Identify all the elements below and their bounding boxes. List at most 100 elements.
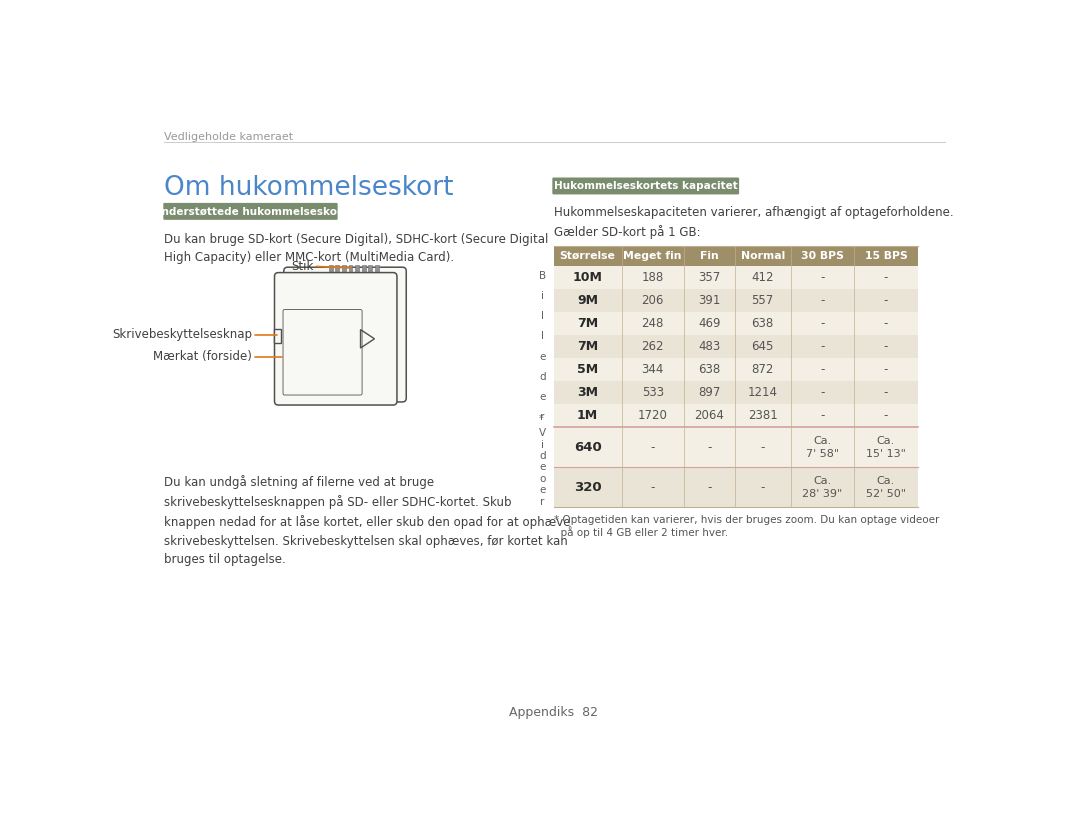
Text: 2064: 2064	[694, 409, 725, 422]
Text: på op til 4 GB eller 2 timer hver.: på op til 4 GB eller 2 timer hver.	[554, 526, 728, 538]
Bar	[554, 335, 918, 358]
Text: Om hukommelseskort: Om hukommelseskort	[164, 174, 454, 200]
Text: 320: 320	[573, 481, 602, 494]
Text: Du kan undgå sletning af filerne ved at bruge
skrivebeskyttelsesknappen på SD- e: Du kan undgå sletning af filerne ved at …	[164, 475, 571, 566]
Bar	[554, 312, 918, 335]
Text: * Optagetiden kan varierer, hvis der bruges zoom. Du kan optage videoer: * Optagetiden kan varierer, hvis der bru…	[554, 515, 939, 525]
Text: 15 BPS: 15 BPS	[865, 251, 907, 261]
Text: -: -	[820, 386, 825, 399]
Bar	[554, 358, 918, 381]
Text: 15' 13": 15' 13"	[866, 449, 906, 459]
Text: -: -	[883, 386, 888, 399]
Bar	[554, 467, 918, 508]
Text: o: o	[540, 474, 545, 484]
Text: -: -	[883, 340, 888, 353]
Bar	[854, 245, 918, 266]
Bar	[349, 265, 352, 280]
Text: 897: 897	[698, 386, 720, 399]
Bar	[368, 265, 373, 280]
Text: -: -	[707, 441, 712, 454]
Text: 1214: 1214	[747, 386, 778, 399]
Text: *: *	[539, 414, 543, 425]
Text: e: e	[540, 485, 545, 496]
Text: Vedligeholde kameraet: Vedligeholde kameraet	[164, 132, 294, 142]
Text: r: r	[540, 496, 544, 507]
Text: 357: 357	[698, 271, 720, 284]
Bar	[342, 265, 346, 280]
Text: e: e	[540, 351, 545, 362]
Text: -: -	[650, 441, 654, 454]
Bar	[355, 265, 359, 280]
Text: -: -	[707, 481, 712, 494]
Text: Ca.: Ca.	[877, 436, 895, 446]
Text: Skrivebeskyttelsesknap: Skrivebeskyttelsesknap	[112, 328, 252, 341]
FancyBboxPatch shape	[284, 267, 406, 402]
Text: -: -	[820, 340, 825, 353]
Text: i: i	[541, 291, 544, 301]
Text: 557: 557	[752, 294, 774, 306]
Text: 9M: 9M	[577, 294, 598, 306]
Bar	[554, 427, 918, 467]
Text: 7' 58": 7' 58"	[806, 449, 839, 459]
Bar	[554, 289, 918, 312]
Bar	[554, 266, 918, 289]
Bar	[554, 404, 918, 427]
Text: Ca.: Ca.	[877, 476, 895, 486]
Bar	[554, 245, 622, 266]
Bar	[362, 265, 365, 280]
Text: -: -	[650, 481, 654, 494]
Text: -: -	[883, 409, 888, 422]
Text: 640: 640	[573, 441, 602, 454]
Text: 645: 645	[752, 340, 774, 353]
Text: 52' 50": 52' 50"	[866, 489, 906, 499]
Text: Ca.: Ca.	[813, 436, 832, 446]
Text: Størrelse: Størrelse	[559, 251, 616, 261]
Text: Understøttede hukommelseskort: Understøttede hukommelseskort	[153, 206, 348, 216]
Bar	[335, 265, 339, 280]
Text: 5M: 5M	[577, 363, 598, 376]
Text: -: -	[820, 294, 825, 306]
Text: -: -	[820, 409, 825, 422]
Text: 1720: 1720	[638, 409, 667, 422]
Text: 10M: 10M	[572, 271, 603, 284]
Text: d: d	[539, 372, 546, 382]
Text: 30 BPS: 30 BPS	[801, 251, 843, 261]
Text: 2381: 2381	[747, 409, 778, 422]
Text: -: -	[760, 441, 765, 454]
Text: 7M: 7M	[577, 317, 598, 330]
Text: 469: 469	[698, 317, 720, 330]
Text: 483: 483	[698, 340, 720, 353]
Text: Du kan bruge SD-kort (Secure Digital), SDHC-kort (Secure Digital
High Capacity) : Du kan bruge SD-kort (Secure Digital), S…	[164, 232, 549, 264]
Text: e: e	[540, 392, 545, 402]
Text: Mærkat (forside): Mærkat (forside)	[153, 350, 252, 363]
Text: 638: 638	[698, 363, 720, 376]
Text: l: l	[541, 311, 544, 321]
Text: 248: 248	[642, 317, 664, 330]
Bar	[791, 245, 854, 266]
Text: Ca.: Ca.	[813, 476, 832, 486]
Text: 872: 872	[752, 363, 774, 376]
FancyBboxPatch shape	[274, 272, 397, 405]
Text: l: l	[541, 332, 544, 341]
Text: 188: 188	[642, 271, 664, 284]
Text: Meget fin: Meget fin	[623, 251, 681, 261]
Text: -: -	[820, 271, 825, 284]
Text: -: -	[883, 363, 888, 376]
Text: 206: 206	[642, 294, 664, 306]
Text: Appendiks  82: Appendiks 82	[509, 706, 598, 719]
Text: 262: 262	[642, 340, 664, 353]
Text: i: i	[541, 439, 544, 450]
Text: -: -	[883, 317, 888, 330]
Bar	[554, 381, 918, 404]
Text: B: B	[539, 271, 546, 280]
Bar	[328, 265, 333, 280]
Text: Hukommelseskortets kapacitet: Hukommelseskortets kapacitet	[554, 181, 738, 191]
Text: 638: 638	[752, 317, 774, 330]
Text: Normal: Normal	[741, 251, 785, 261]
Text: -: -	[883, 271, 888, 284]
Text: 533: 533	[642, 386, 664, 399]
Text: 412: 412	[752, 271, 774, 284]
Bar	[375, 265, 379, 280]
Text: 28' 39": 28' 39"	[802, 489, 842, 499]
FancyBboxPatch shape	[552, 178, 739, 195]
